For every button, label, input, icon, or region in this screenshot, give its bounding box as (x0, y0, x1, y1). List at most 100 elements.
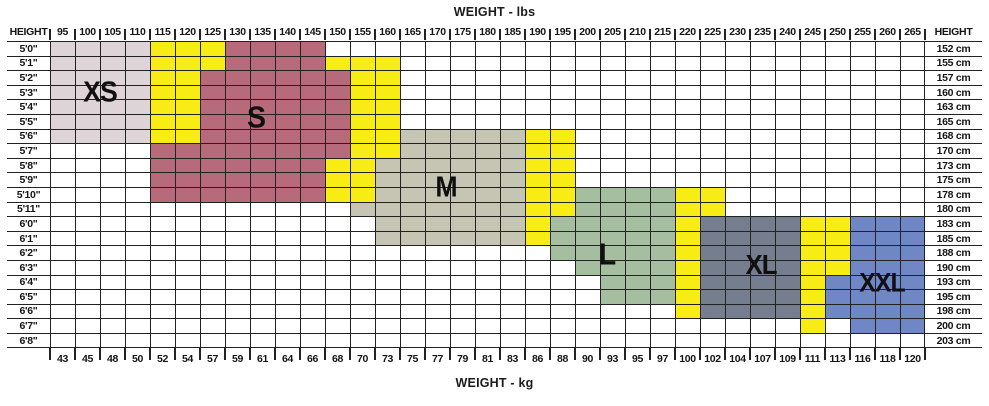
grid-cell (75, 304, 100, 320)
grid-cell-xs (100, 42, 125, 57)
grid-cell-l (625, 275, 650, 291)
grid-cell (850, 42, 875, 57)
grid-cell-y (525, 202, 550, 218)
height-ft-label: 6'5" (7, 290, 50, 305)
grid-cell (75, 333, 100, 349)
grid-cell (375, 319, 400, 334)
grid-cell (800, 100, 825, 115)
grid-cell-m (475, 129, 500, 145)
height-cm-label: 185 cm (925, 232, 982, 247)
grid-cell-xl (775, 304, 800, 320)
grid-cell-l (625, 290, 650, 305)
grid-cell (450, 246, 475, 261)
grid-cell-xs (50, 71, 75, 86)
weight-kg-cell: 64 (274, 348, 300, 369)
grid-cell-y (175, 42, 200, 57)
grid-cell (900, 114, 925, 130)
grid-cell (125, 187, 150, 203)
grid-cell (75, 202, 100, 218)
grid-cell (875, 71, 900, 86)
grid-cell (600, 85, 625, 101)
grid-cell (175, 231, 200, 247)
grid-cell (475, 333, 500, 349)
grid-cell (525, 290, 550, 305)
size-chart: HEIGHT 95 100 105 110 115 120 125 130 135 140 145 15… (7, 22, 982, 369)
weight-kg-cell: 59 (224, 348, 250, 369)
grid-cell (825, 158, 850, 174)
grid-cell (125, 304, 150, 320)
grid-cell (475, 114, 500, 130)
grid-cell (650, 319, 675, 334)
grid-cell (50, 173, 75, 188)
grid-cell-m (450, 231, 475, 247)
grid-cell (525, 319, 550, 334)
grid-cell-m (475, 187, 500, 203)
grid-cell-xl (725, 246, 750, 261)
grid-cell-xxl (850, 260, 875, 276)
weight-lbs-header-cell: 230 (724, 22, 750, 42)
grid-cell (250, 231, 275, 247)
grid-cell (725, 173, 750, 188)
weight-kg-cell: 45 (74, 348, 100, 369)
grid-cell (225, 304, 250, 320)
grid-cell (450, 114, 475, 130)
grid-cell (700, 144, 725, 159)
grid-cell-y (675, 187, 700, 203)
height-cm-label: 160 cm (925, 86, 982, 101)
grid-cell (475, 275, 500, 291)
grid-cell-xxl (850, 304, 875, 320)
grid-cell-s (150, 144, 175, 159)
grid-cell (700, 100, 725, 115)
grid-cell-y (150, 56, 175, 72)
grid-cell-s (275, 56, 300, 72)
grid-cell-xxl (900, 290, 925, 305)
grid-cell (300, 290, 325, 305)
grid-cell-xl (750, 260, 775, 276)
weight-lbs-header-cell: 200 (574, 22, 600, 42)
grid-cell (200, 202, 225, 218)
grid-cell-xs (50, 129, 75, 145)
grid-cell (650, 114, 675, 130)
grid-cell (450, 275, 475, 291)
grid-cell-m (475, 173, 500, 188)
grid-cell (500, 275, 525, 291)
grid-cell-s (250, 42, 275, 57)
weight-lbs-header-cell: 215 (649, 22, 675, 42)
grid-cell (475, 246, 500, 261)
grid-cell-xxl (875, 260, 900, 276)
grid-cell-y (675, 231, 700, 247)
weight-kg-cell: 57 (199, 348, 225, 369)
grid-cell (50, 275, 75, 291)
grid-cell-y (550, 144, 575, 159)
grid-cell-xxl (875, 304, 900, 320)
grid-cell (125, 333, 150, 349)
grid-cell-y (175, 85, 200, 101)
grid-cell (550, 71, 575, 86)
grid-cell (825, 100, 850, 115)
grid-cell (775, 187, 800, 203)
grid-cell-s (150, 173, 175, 188)
grid-cell-y (675, 260, 700, 276)
grid-cell-xl (725, 231, 750, 247)
grid-cell (575, 71, 600, 86)
grid-cell (250, 246, 275, 261)
grid-cell-xs (75, 129, 100, 145)
grid-cell (350, 304, 375, 320)
grid-cell-y (375, 114, 400, 130)
grid-cell-xs (100, 129, 125, 145)
height-ft-label: 6'8" (7, 334, 50, 349)
grid-cell-m (400, 144, 425, 159)
grid-cell (525, 56, 550, 72)
grid-cell-l (575, 202, 600, 218)
weight-lbs-header-cell: 150 (324, 22, 350, 42)
grid-cell (200, 217, 225, 232)
grid-cell (525, 333, 550, 349)
grid-cell-m (425, 144, 450, 159)
grid-cell-l (625, 202, 650, 218)
grid-cell-xxl (850, 290, 875, 305)
grid-cell-y (800, 231, 825, 247)
grid-cell (600, 173, 625, 188)
grid-cell-s (300, 173, 325, 188)
weight-lbs-header-cell: 205 (599, 22, 625, 42)
grid-cell-s (200, 100, 225, 115)
